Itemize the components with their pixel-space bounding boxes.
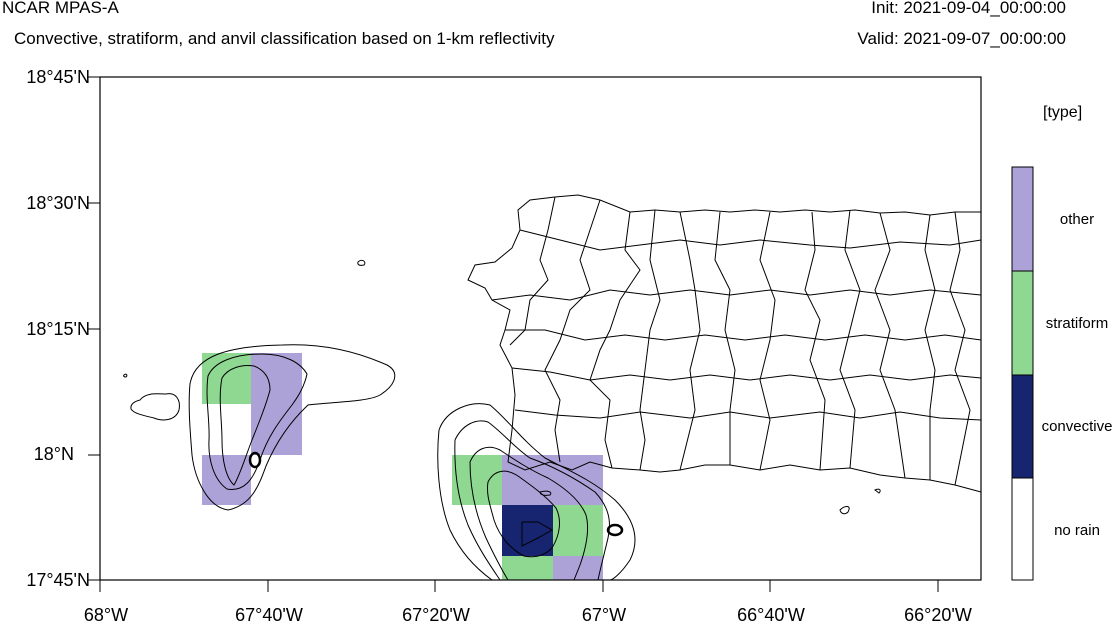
contour-line: [219, 365, 271, 486]
municipal-boundary: [759, 211, 776, 471]
legend-swatch-convective: [1011, 374, 1034, 479]
contour-line: [437, 403, 636, 581]
cell-stratiform: [202, 353, 251, 404]
plot-subtitle: Convective, stratiform, and anvil classi…: [14, 29, 555, 48]
municipal-boundary: [804, 211, 826, 471]
coastline-and-boundaries: [123, 194, 982, 515]
contour-line: [521, 521, 554, 547]
classification-cells: [202, 353, 603, 580]
lat-label-18-30n: 18°30'N: [26, 193, 90, 213]
reflectivity-contours: [188, 344, 636, 581]
lon-label-66-20w: 66°20'W: [904, 605, 972, 625]
mona-island: [130, 393, 180, 421]
municipal-boundary: [714, 211, 736, 465]
legend-swatch-other: [1011, 166, 1034, 272]
cell-other: [553, 556, 603, 580]
contour-line: [487, 470, 560, 558]
contour-line: [206, 353, 308, 490]
legend-label-other: other: [1059, 211, 1095, 228]
legend-colorbar: [1011, 166, 1034, 581]
legend-swatch-stratiform: [1011, 270, 1034, 376]
municipal-boundary: [639, 209, 661, 471]
municipal-boundary: [511, 367, 982, 381]
model-title: NCAR MPAS-A: [2, 0, 119, 17]
cell-other: [202, 455, 251, 505]
municipal-boundary: [491, 289, 982, 301]
municipal-boundary: [924, 214, 936, 480]
lat-label-18-45n: 18°45'N: [26, 67, 90, 87]
monito-island: [123, 373, 128, 378]
contour-line: [469, 446, 589, 581]
municipal-boundary: [874, 212, 906, 479]
valid-time: Valid: 2021-09-07_00:00:00: [857, 29, 1066, 48]
legend-title: [type]: [1043, 104, 1083, 121]
contour-line: [454, 420, 610, 581]
municipal-boundary: [519, 229, 982, 251]
legend-label-stratiform: stratiform: [1045, 315, 1109, 332]
lon-label-67w: 67°W: [581, 605, 627, 625]
cell-stratiform: [502, 556, 553, 580]
offshore-cay: [874, 488, 881, 494]
municipal-boundary: [949, 211, 971, 486]
lat-label-18n: 18°N: [33, 444, 74, 464]
init-time: Init: 2021-09-04_00:00:00: [871, 0, 1066, 17]
contour-closed-minimum: [606, 523, 624, 537]
cell-other: [251, 353, 302, 455]
axis-ticks: [88, 76, 939, 592]
lon-label-66-40w: 66°40'W: [737, 605, 805, 625]
municipal-boundary: [839, 209, 861, 469]
lat-label-17-45n: 17°45'N: [26, 570, 90, 590]
municipal-boundary: [544, 199, 601, 463]
municipal-boundary: [505, 329, 982, 341]
contour-closed-minimum: [248, 451, 262, 469]
cell-convective: [502, 505, 553, 556]
lon-label-67-20w: 67°20'W: [402, 605, 470, 625]
cell-stratiform: [452, 455, 502, 505]
lon-label-67-40w: 67°40'W: [235, 605, 303, 625]
legend-label-no-rain: no rain: [1054, 522, 1100, 539]
lat-label-18-15n: 18°15'N: [26, 319, 90, 339]
legend-label-convective: convective: [1041, 418, 1113, 435]
municipal-boundary: [514, 409, 982, 421]
legend-swatch-no-rain: [1011, 477, 1034, 581]
municipal-boundary: [509, 196, 556, 346]
cell-stratiform: [553, 505, 603, 556]
municipal-boundary: [589, 211, 641, 469]
lon-label-68w: 68°W: [83, 605, 129, 625]
offshore-cay: [839, 506, 850, 515]
offshore-cay: [357, 259, 366, 266]
municipal-boundary: [679, 211, 701, 471]
contour-line: [188, 344, 396, 511]
